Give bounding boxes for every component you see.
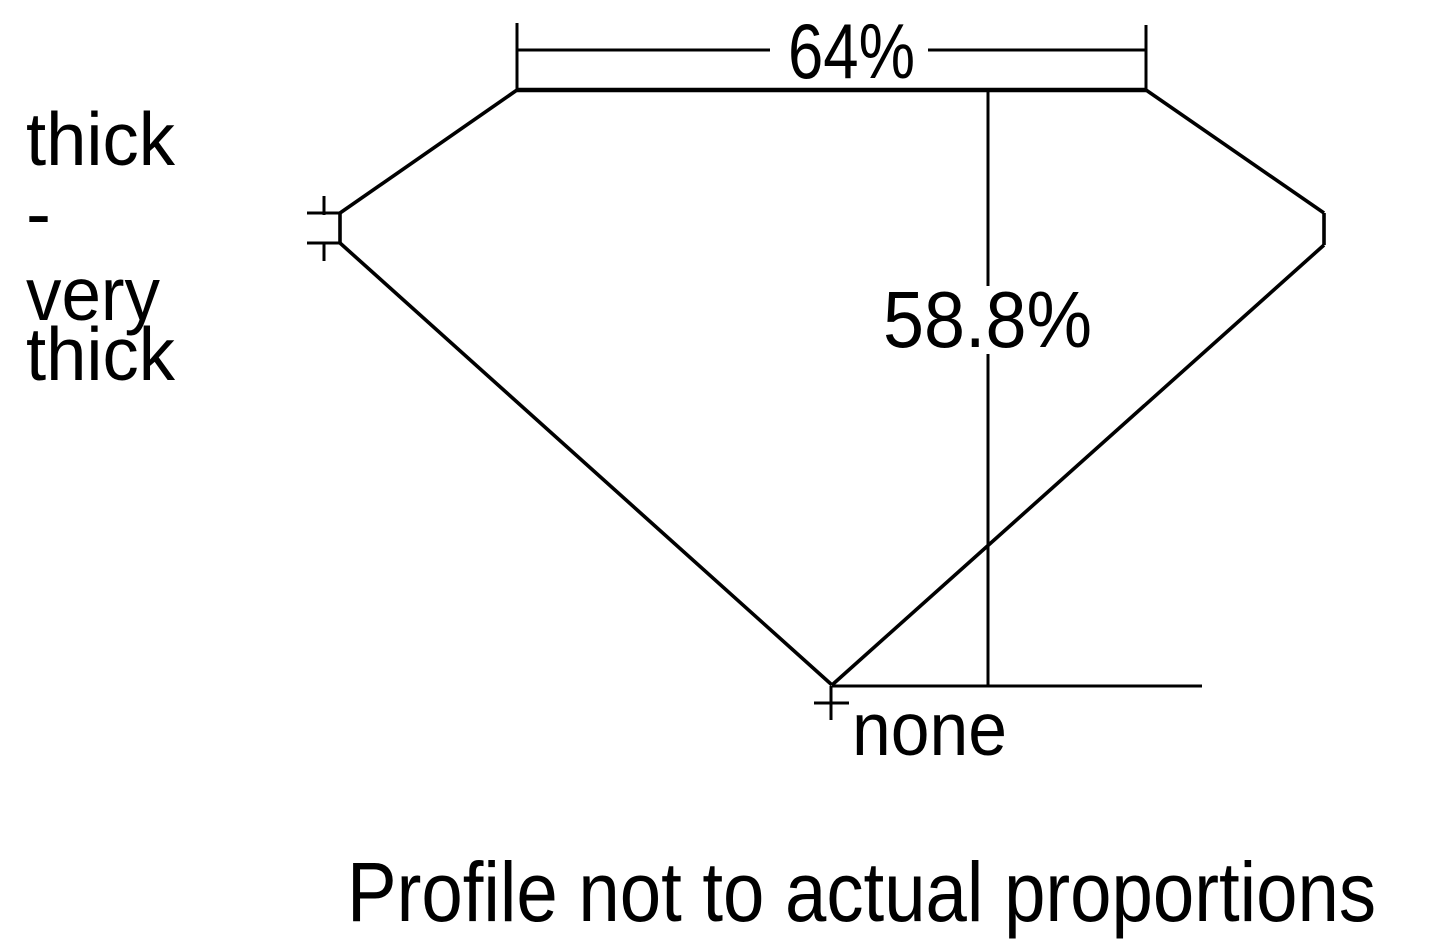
- culet-marker: none: [814, 684, 1202, 771]
- table-width-dimension: 64%: [515, 7, 1148, 95]
- pavilion-right-line: [830, 243, 1326, 687]
- culet-value: none: [852, 687, 1007, 771]
- crown-left-line: [338, 88, 519, 215]
- girdle-thickness-label: thick - very thick: [26, 97, 175, 396]
- girdle-label-line-3: very: [26, 252, 160, 336]
- depth-label-mask: [872, 286, 1102, 354]
- girdle-label-line-4: thick: [26, 312, 175, 396]
- depth-value: 58.8%: [883, 275, 1092, 364]
- depth-measurement: 58.8%: [872, 90, 1102, 686]
- girdle-thickness-markers: [307, 196, 341, 261]
- girdle-label-line-1: thick: [26, 97, 175, 181]
- diamond-outline: [338, 87, 1326, 687]
- table-width-value: 64%: [788, 7, 915, 95]
- pavilion-left-line: [338, 241, 834, 687]
- crown-right-line: [1144, 88, 1326, 215]
- girdle-label-line-2: -: [26, 171, 51, 255]
- footnote-text: Profile not to actual proportions: [347, 845, 1376, 939]
